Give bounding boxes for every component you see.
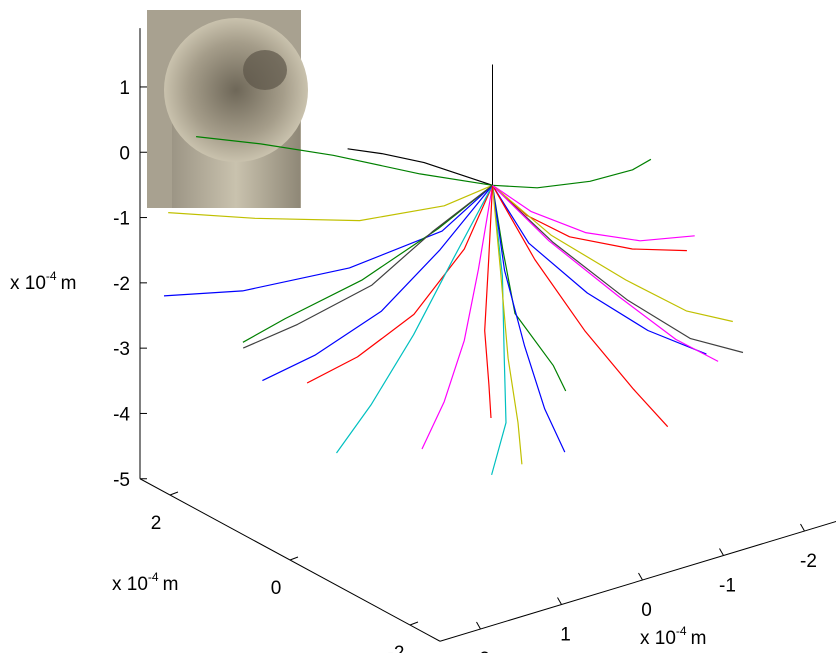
- y-tick-label: 2: [151, 513, 162, 534]
- y-tick: [169, 491, 179, 496]
- axis-label: x 10-4 m: [10, 269, 76, 294]
- trajectory: [336, 185, 494, 454]
- axis-label-exponent: -4: [46, 269, 57, 283]
- x-tick-label: 0: [641, 600, 652, 621]
- axis-label-unit: m: [691, 628, 707, 649]
- x-tick-label: 2: [479, 649, 490, 653]
- trajectory: [168, 184, 493, 222]
- trajectory: [492, 184, 744, 354]
- z-tick-label: -2: [113, 274, 130, 295]
- axis-label-text: x 10: [10, 273, 46, 294]
- axis-label-unit: m: [163, 574, 179, 595]
- axis-label-text: x 10: [112, 574, 148, 595]
- x-tick-label: -1: [719, 576, 736, 597]
- trajectory: [163, 184, 493, 297]
- trajectory: [491, 185, 669, 428]
- y-tick: [289, 556, 299, 561]
- trajectory: [492, 184, 719, 362]
- axis-label: x 10-4 m: [640, 624, 706, 649]
- x-tick-label: -2: [800, 551, 817, 572]
- axis-label: x 10-4 m: [112, 570, 178, 595]
- trajectory: [491, 185, 566, 453]
- axis-label-exponent: -4: [676, 624, 687, 638]
- x-tick: [719, 548, 724, 556]
- trajectory: [491, 184, 707, 355]
- trajectory: [242, 184, 493, 349]
- trajectory: [421, 185, 494, 450]
- trajectory: [492, 184, 687, 252]
- axis-label-exponent: -4: [148, 570, 159, 584]
- z-tick-label: -1: [113, 209, 130, 230]
- trajectory: [492, 158, 652, 189]
- trajectory: [491, 185, 567, 392]
- trajectory: [492, 184, 733, 323]
- y-tick: [409, 621, 419, 626]
- inset-photo: [147, 10, 308, 208]
- x-tick: [476, 621, 481, 630]
- x-axis: [439, 520, 836, 642]
- axis-label-unit: m: [61, 273, 77, 294]
- trajectory: [196, 136, 493, 186]
- z-tick-label: -5: [113, 470, 130, 491]
- y-tick-label: 0: [271, 578, 282, 599]
- x-tick-label: 1: [560, 625, 571, 646]
- z-tick-label: 1: [119, 78, 130, 99]
- x-tick: [638, 572, 643, 581]
- trajectory: [491, 185, 523, 465]
- trajectory: [491, 185, 507, 476]
- z-tick-label: 0: [119, 143, 130, 164]
- trajectory: [242, 184, 493, 343]
- trajectory: [347, 148, 493, 186]
- x-tick: [557, 597, 562, 605]
- z-tick-label: -3: [113, 339, 130, 360]
- trajectory: [306, 185, 494, 384]
- trajectory: [262, 184, 493, 382]
- z-tick-label: -4: [113, 404, 130, 425]
- x-tick: [800, 523, 805, 532]
- y-tick-label: -2: [388, 643, 405, 653]
- axis-label-text: x 10: [640, 628, 676, 649]
- trajectory: [484, 185, 494, 419]
- trajectory: [492, 184, 695, 242]
